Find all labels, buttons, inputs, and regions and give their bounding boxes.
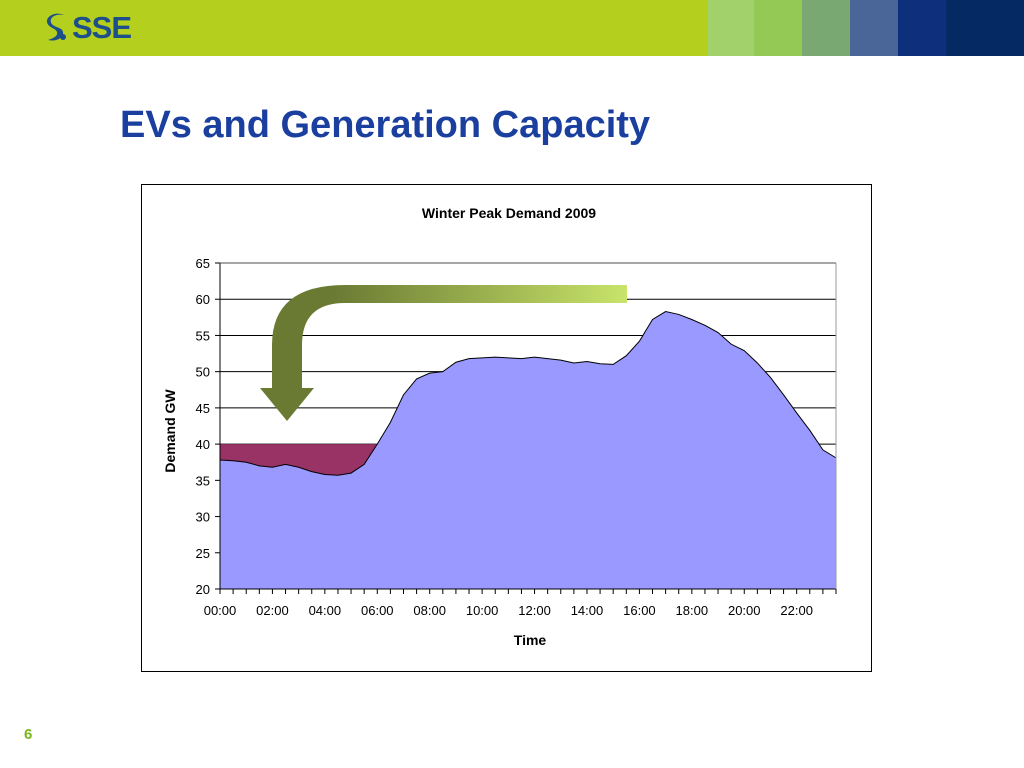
sse-swirl-icon [46,13,66,41]
y-tick-label-40: 40 [196,437,210,452]
header-band-block-2 [754,0,802,56]
header-band [0,0,1024,56]
x-tick-label-0400: 04:00 [309,603,342,618]
x-tick-label-1200: 12:00 [518,603,551,618]
header-band-block-4 [850,0,898,56]
x-tick-label-1600: 16:00 [623,603,656,618]
x-tick-label-0600: 06:00 [361,603,394,618]
y-tick-label-65: 65 [196,256,210,271]
header-band-block-3 [802,0,850,56]
chart-frame: 20 25 30 35 40 45 50 55 60 65 00:00 02:00 04:00 06:00… [141,184,872,672]
x-tick-label-1400: 14:00 [571,603,604,618]
header-band-block-6 [946,0,1024,56]
page-number: 6 [24,726,33,743]
y-tick-label-35: 35 [196,473,210,488]
x-tick-label-0800: 08:00 [413,603,446,618]
y-tick-label-30: 30 [196,510,210,525]
x-tick-label-2000: 20:00 [728,603,761,618]
y-tick-label-60: 60 [196,292,210,307]
winter-peak-demand-chart: 20 25 30 35 40 45 50 55 60 65 00:00 02:00 04:00 06:00… [162,205,837,648]
sse-logo: SSE [44,10,132,46]
slide-title: EVs and Generation Capacity [120,104,651,146]
y-tick-label-55: 55 [196,328,210,343]
x-tick-label-0200: 02:00 [256,603,289,618]
x-axis-label: Time [514,632,547,648]
y-tick-label-25: 25 [196,546,210,561]
x-tick-label-1000: 10:00 [466,603,499,618]
x-tick-label-2200: 22:00 [780,603,813,618]
header-band-block-5 [898,0,946,56]
y-axis-label: Demand GW [162,389,178,473]
y-tick-label-20: 20 [196,582,210,597]
x-tick-label-1800: 18:00 [676,603,709,618]
curved-arrow [260,285,627,421]
demand-line [219,311,837,476]
demand-area [220,311,836,589]
y-tick-label-50: 50 [196,365,210,380]
x-tick-label-0000: 00:00 [204,603,237,618]
chart-title: Winter Peak Demand 2009 [422,205,596,221]
logo-text: SSE [72,10,132,45]
header-band-block-1 [708,0,754,56]
y-tick-label-45: 45 [196,401,210,416]
